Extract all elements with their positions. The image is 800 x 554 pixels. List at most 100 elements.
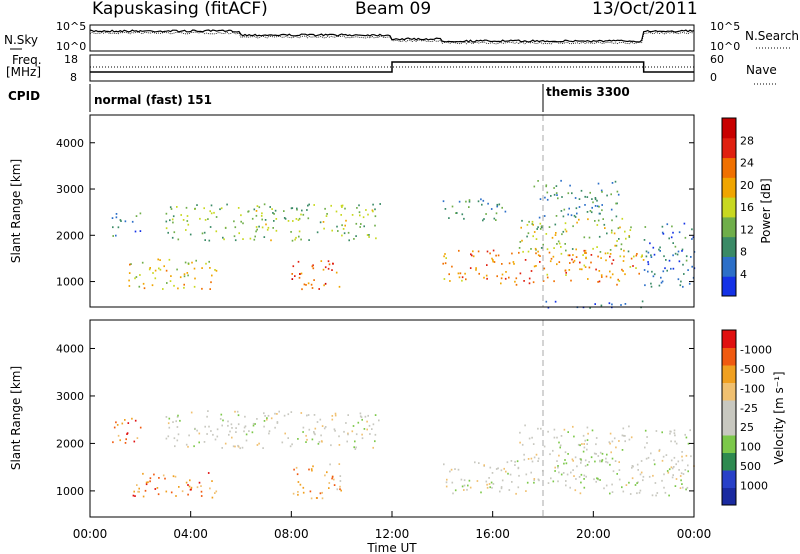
heatmap-cell [311, 287, 314, 289]
heatmap-cell [597, 219, 600, 222]
heatmap-cell [276, 413, 278, 415]
heatmap-cell [306, 209, 308, 211]
heatmap-cell [331, 475, 334, 478]
heatmap-cell [511, 481, 513, 483]
heatmap-cell [505, 470, 507, 473]
heatmap-cell [126, 433, 128, 435]
heatmap-cell [219, 208, 221, 211]
heatmap-cell [480, 491, 482, 494]
heatmap-cell [298, 235, 300, 238]
heatmap-cell [528, 282, 531, 285]
heatmap-cell [255, 226, 258, 228]
heatmap-cell [558, 454, 560, 457]
heatmap-cell [181, 490, 184, 493]
heatmap-cell [352, 425, 355, 427]
heatmap-cell [610, 208, 613, 211]
heatmap-cell [357, 421, 360, 424]
heatmap-cell [518, 474, 520, 477]
heatmap-cell [291, 207, 294, 209]
heatmap-cell [671, 467, 674, 470]
heatmap-cell [611, 273, 614, 276]
heatmap-cell [565, 480, 567, 482]
heatmap-cell [233, 220, 235, 223]
heatmap-cell [672, 231, 674, 234]
heatmap-cell [611, 303, 613, 306]
heatmap-cell [561, 233, 563, 236]
ytick-label: 3000 [56, 390, 84, 403]
heatmap-cell [580, 462, 582, 464]
heatmap-cell [547, 482, 550, 484]
heatmap-cell [690, 256, 692, 258]
heatmap-cell [621, 217, 624, 220]
heatmap-cell [584, 195, 586, 198]
noise-left-label: N.Sky [4, 33, 38, 47]
heatmap-cell [496, 275, 498, 278]
heatmap-cell [298, 217, 301, 220]
heatmap-cell [173, 437, 176, 440]
heatmap-cell [672, 474, 674, 476]
heatmap-cell [121, 422, 124, 425]
heatmap-cell [359, 226, 361, 228]
heatmap-cell [631, 477, 634, 480]
heatmap-cell [445, 485, 448, 488]
heatmap-cell [189, 233, 192, 236]
heatmap-cell [539, 222, 542, 225]
heatmap-cell [571, 258, 573, 261]
heatmap-cell [558, 441, 560, 444]
heatmap-cell [138, 487, 140, 490]
heatmap-cell [253, 208, 256, 211]
heatmap-cell [461, 279, 463, 282]
colorbar-tick-label: -100 [740, 382, 765, 395]
heatmap-cell [540, 226, 543, 229]
heatmap-cell [310, 283, 313, 286]
heatmap-cell [313, 432, 316, 435]
heatmap-cell [318, 441, 321, 443]
heatmap-cell [666, 223, 669, 226]
heatmap-cell [687, 470, 689, 473]
heatmap-cell [552, 255, 555, 258]
heatmap-cell [630, 226, 632, 229]
heatmap-cell [622, 490, 625, 493]
heatmap-cell [661, 225, 664, 228]
heatmap-cell [497, 467, 499, 470]
heatmap-cell [446, 478, 448, 481]
heatmap-cell [557, 465, 559, 467]
heatmap-cell [624, 230, 626, 233]
heatmap-cell [241, 446, 244, 449]
heatmap-cell [609, 276, 612, 279]
heatmap-cell [266, 418, 268, 421]
heatmap-cell [635, 267, 637, 269]
velocity-ylabel: Slant Range [km] [9, 366, 23, 470]
heatmap-cell [623, 249, 625, 252]
heatmap-cell [289, 445, 292, 448]
heatmap-cell [673, 429, 676, 432]
heatmap-cell [353, 238, 355, 240]
heatmap-cell [488, 477, 490, 479]
heatmap-cell [594, 197, 597, 199]
heatmap-cell [582, 450, 585, 453]
heatmap-cell [451, 265, 453, 268]
noise-strip-frame [89, 24, 695, 52]
heatmap-cell [144, 489, 147, 492]
heatmap-cell [301, 288, 303, 291]
heatmap-cell [564, 222, 567, 225]
heatmap-cell [448, 217, 450, 219]
heatmap-cell [571, 458, 574, 461]
heatmap-cell [176, 416, 179, 418]
heatmap-cell [231, 427, 233, 429]
heatmap-cell [575, 478, 577, 480]
heatmap-cell [602, 218, 604, 220]
heatmap-cell [613, 437, 616, 440]
heatmap-cell [120, 220, 122, 222]
heatmap-cell [310, 497, 313, 500]
heatmap-cell [560, 246, 562, 248]
heatmap-cell [337, 230, 339, 232]
heatmap-cell [557, 466, 559, 469]
heatmap-cell [586, 463, 589, 466]
heatmap-cell [115, 234, 117, 237]
heatmap-cell [200, 490, 203, 493]
heatmap-cell [585, 257, 587, 260]
heatmap-cell [274, 209, 277, 212]
heatmap-cell [586, 443, 588, 445]
heatmap-cell [573, 214, 576, 217]
